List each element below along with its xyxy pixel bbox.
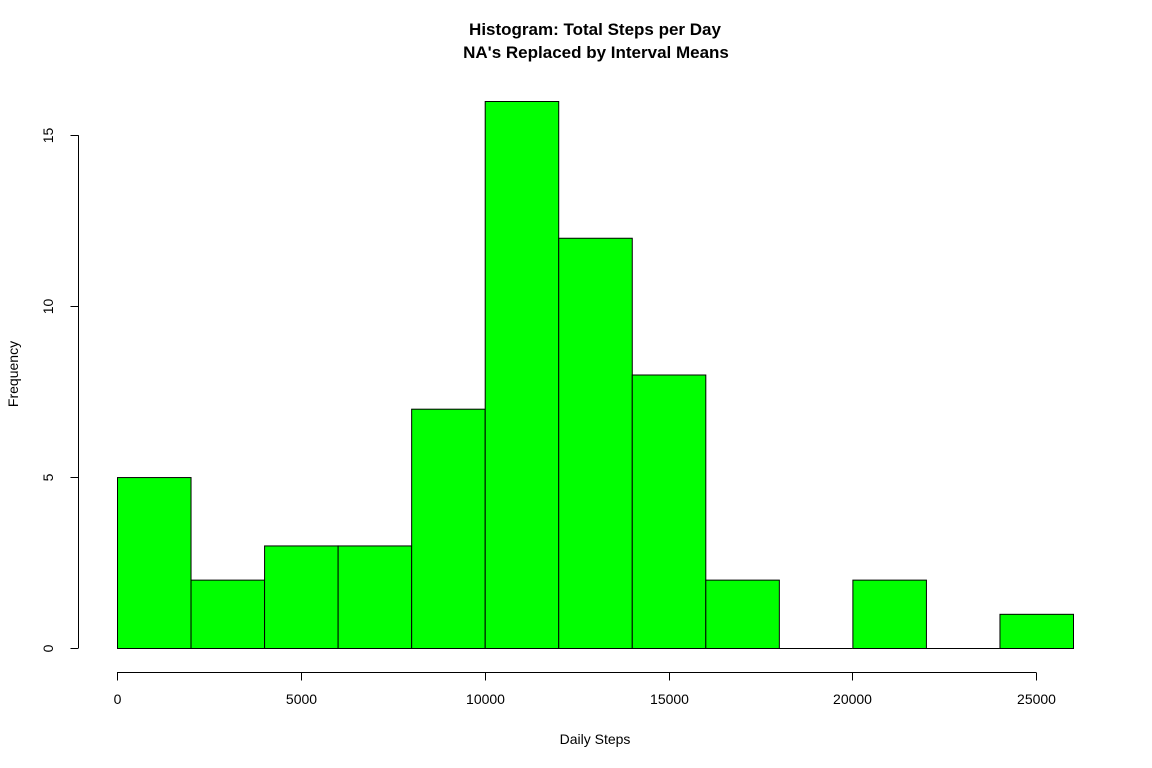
x-axis: 0 5000 10000 15000 20000 25000 bbox=[114, 672, 1056, 707]
chart-title: Histogram: Total Steps per Day bbox=[469, 20, 721, 39]
x-tick-label-2: 10000 bbox=[466, 691, 505, 707]
histogram-bar-0 bbox=[117, 477, 192, 649]
histogram-bar-8 bbox=[705, 579, 780, 649]
x-tick-label-3: 15000 bbox=[650, 691, 689, 707]
y-tick-label-0: 0 bbox=[40, 644, 56, 652]
x-tick-label-4: 20000 bbox=[833, 691, 872, 707]
y-tick-label-1: 5 bbox=[40, 473, 56, 481]
histogram-bar-5 bbox=[484, 101, 560, 649]
x-tick-label-1: 5000 bbox=[286, 691, 317, 707]
histogram-bar-7 bbox=[631, 374, 707, 649]
y-tick-label-2: 10 bbox=[40, 299, 56, 315]
chart-subtitle: NA's Replaced by Interval Means bbox=[463, 43, 729, 62]
x-tick-label-5: 25000 bbox=[1017, 691, 1056, 707]
bars-group bbox=[117, 101, 1075, 649]
histogram-bar-1 bbox=[190, 579, 266, 649]
histogram-bar-12 bbox=[999, 613, 1075, 649]
histogram-bar-4 bbox=[411, 408, 486, 649]
histogram-bar-3 bbox=[337, 545, 413, 649]
histogram-bar-10 bbox=[852, 579, 927, 649]
y-axis-label: Frequency bbox=[5, 341, 21, 407]
y-tick-label-3: 15 bbox=[40, 128, 56, 144]
histogram-bar-6 bbox=[558, 237, 633, 649]
x-tick-label-0: 0 bbox=[114, 691, 122, 707]
histogram-bar-2 bbox=[264, 545, 339, 649]
x-axis-label: Daily Steps bbox=[560, 731, 631, 747]
y-axis: 0 5 10 15 bbox=[40, 128, 79, 652]
